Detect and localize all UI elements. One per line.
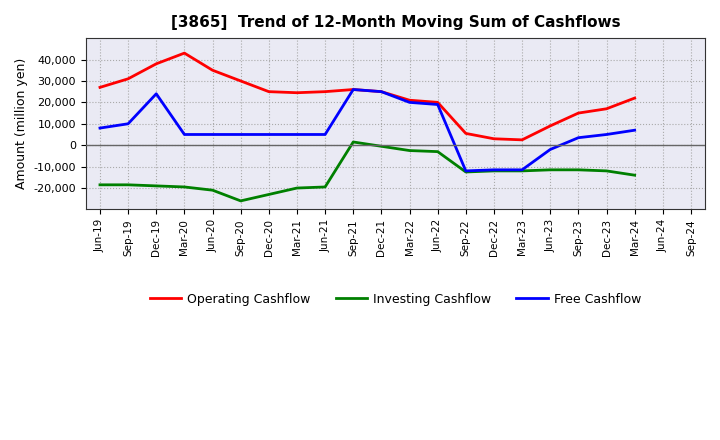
Investing Cashflow [236, 198, 245, 204]
Investing Cashflow [462, 169, 470, 175]
Operating Cashflow [264, 89, 273, 94]
Investing Cashflow [602, 168, 611, 173]
Investing Cashflow [518, 168, 526, 173]
Operating Cashflow [208, 68, 217, 73]
Line: Operating Cashflow: Operating Cashflow [100, 53, 634, 140]
Free Cashflow [349, 87, 358, 92]
Operating Cashflow [377, 89, 386, 94]
Line: Free Cashflow: Free Cashflow [100, 89, 634, 171]
Free Cashflow [180, 132, 189, 137]
Free Cashflow [630, 128, 639, 133]
Operating Cashflow [574, 110, 582, 116]
Investing Cashflow [292, 185, 301, 191]
Investing Cashflow [349, 139, 358, 145]
Free Cashflow [321, 132, 330, 137]
Investing Cashflow [433, 149, 442, 154]
Free Cashflow [152, 91, 161, 96]
Operating Cashflow [152, 61, 161, 66]
Operating Cashflow [236, 78, 245, 84]
Free Cashflow [236, 132, 245, 137]
Operating Cashflow [433, 100, 442, 105]
Operating Cashflow [180, 51, 189, 56]
Line: Investing Cashflow: Investing Cashflow [100, 142, 634, 201]
Investing Cashflow [264, 192, 273, 197]
Operating Cashflow [518, 137, 526, 143]
Free Cashflow [264, 132, 273, 137]
Operating Cashflow [490, 136, 498, 141]
Y-axis label: Amount (million yen): Amount (million yen) [15, 58, 28, 189]
Free Cashflow [377, 89, 386, 94]
Operating Cashflow [321, 89, 330, 94]
Investing Cashflow [124, 182, 132, 187]
Investing Cashflow [490, 168, 498, 173]
Free Cashflow [405, 100, 414, 105]
Operating Cashflow [602, 106, 611, 111]
Free Cashflow [96, 125, 104, 131]
Investing Cashflow [152, 183, 161, 188]
Free Cashflow [518, 167, 526, 172]
Investing Cashflow [405, 148, 414, 153]
Investing Cashflow [574, 167, 582, 172]
Free Cashflow [292, 132, 301, 137]
Free Cashflow [433, 102, 442, 107]
Title: [3865]  Trend of 12-Month Moving Sum of Cashflows: [3865] Trend of 12-Month Moving Sum of C… [171, 15, 620, 30]
Investing Cashflow [546, 167, 554, 172]
Operating Cashflow [546, 123, 554, 128]
Operating Cashflow [462, 131, 470, 136]
Investing Cashflow [377, 143, 386, 149]
Free Cashflow [462, 168, 470, 173]
Operating Cashflow [292, 90, 301, 95]
Investing Cashflow [630, 172, 639, 178]
Investing Cashflow [321, 184, 330, 190]
Operating Cashflow [96, 85, 104, 90]
Free Cashflow [602, 132, 611, 137]
Free Cashflow [546, 147, 554, 152]
Legend: Operating Cashflow, Investing Cashflow, Free Cashflow: Operating Cashflow, Investing Cashflow, … [145, 288, 646, 311]
Investing Cashflow [208, 187, 217, 193]
Investing Cashflow [96, 182, 104, 187]
Investing Cashflow [180, 184, 189, 190]
Operating Cashflow [124, 76, 132, 81]
Free Cashflow [574, 135, 582, 140]
Operating Cashflow [630, 95, 639, 101]
Free Cashflow [124, 121, 132, 126]
Operating Cashflow [405, 98, 414, 103]
Operating Cashflow [349, 87, 358, 92]
Free Cashflow [208, 132, 217, 137]
Free Cashflow [490, 167, 498, 172]
